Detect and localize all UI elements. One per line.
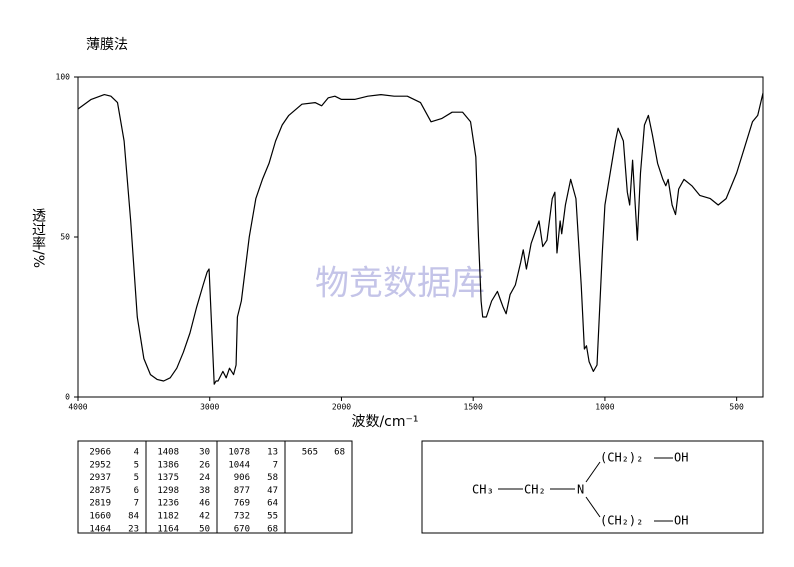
x-tick-label: 2000 [332, 403, 351, 412]
x-tick-label: 3000 [200, 403, 219, 412]
peak-table-frame [77, 440, 353, 534]
peak-wavenumber: 1298 [157, 486, 179, 496]
peak-transmittance: 50 [199, 524, 210, 534]
peak-wavenumber: 1375 [157, 473, 179, 483]
peak-transmittance: 46 [199, 499, 210, 509]
structure-text: OH [674, 451, 688, 465]
peak-transmittance: 7 [273, 460, 278, 470]
peak-transmittance: 5 [134, 473, 139, 483]
peak-transmittance: 84 [128, 512, 139, 522]
y-tick-label: 0 [65, 393, 70, 402]
x-tick-label: 4000 [68, 403, 87, 412]
peak-transmittance: 6 [134, 486, 139, 496]
peak-wavenumber: 732 [234, 512, 250, 522]
peak-transmittance: 42 [199, 512, 210, 522]
y-axis-label: 透过率/% [30, 208, 46, 268]
peak-wavenumber: 2966 [89, 448, 111, 458]
peak-wavenumber: 1408 [157, 448, 179, 458]
peak-wavenumber: 906 [234, 473, 250, 483]
peak-wavenumber: 1078 [228, 448, 250, 458]
peak-transmittance: 23 [128, 524, 139, 534]
watermark: 物竞数据库 [315, 264, 485, 304]
y-tick-label: 50 [60, 233, 70, 242]
peak-transmittance: 38 [199, 486, 210, 496]
peak-wavenumber: 1044 [228, 460, 250, 470]
structure-text: (CH₂)₂ [600, 514, 643, 528]
peak-wavenumber: 1464 [89, 524, 111, 534]
peak-transmittance: 55 [267, 512, 278, 522]
bond [585, 461, 601, 483]
peak-transmittance: 13 [267, 448, 278, 458]
peak-transmittance: 68 [267, 524, 278, 534]
peak-transmittance: 68 [334, 448, 345, 458]
peak-wavenumber: 1182 [157, 512, 179, 522]
peak-wavenumber: 2819 [89, 499, 111, 509]
peak-transmittance: 26 [199, 460, 210, 470]
structure-text: CH₂ [524, 483, 546, 497]
y-tick-label: 100 [56, 73, 71, 82]
structure-text: CH₃ [472, 483, 494, 497]
peak-wavenumber: 1236 [157, 499, 179, 509]
chart-title: 薄膜法 [86, 37, 128, 53]
peak-wavenumber: 1660 [89, 512, 111, 522]
x-tick-label: 500 [729, 403, 744, 412]
structure-text: N [577, 483, 584, 497]
peak-transmittance: 30 [199, 448, 210, 458]
spectrum-line [77, 92, 764, 385]
peak-wavenumber: 769 [234, 499, 250, 509]
peak-wavenumber: 2875 [89, 486, 111, 496]
x-tick-label: 1000 [595, 403, 614, 412]
structure-text: (CH₂)₂ [600, 451, 643, 465]
peak-wavenumber: 877 [234, 486, 250, 496]
peak-wavenumber: 670 [234, 524, 250, 534]
peak-transmittance: 5 [134, 460, 139, 470]
x-tick-label: 1500 [464, 403, 483, 412]
peak-wavenumber: 1164 [157, 524, 179, 534]
peak-wavenumber: 2952 [89, 460, 111, 470]
peak-transmittance: 4 [134, 448, 139, 458]
peak-transmittance: 58 [267, 473, 278, 483]
peak-transmittance: 64 [267, 499, 278, 509]
structure-text: OH [674, 514, 688, 528]
peak-transmittance: 47 [267, 486, 278, 496]
peak-wavenumber: 565 [302, 448, 318, 458]
peak-transmittance: 24 [199, 473, 210, 483]
peak-wavenumber: 1386 [157, 460, 179, 470]
x-axis-label: 波数/cm⁻¹ [351, 414, 418, 430]
bond [585, 496, 601, 518]
plot-frame [77, 76, 764, 398]
structure-frame [421, 440, 764, 534]
peak-wavenumber: 2937 [89, 473, 111, 483]
peak-transmittance: 7 [134, 499, 139, 509]
